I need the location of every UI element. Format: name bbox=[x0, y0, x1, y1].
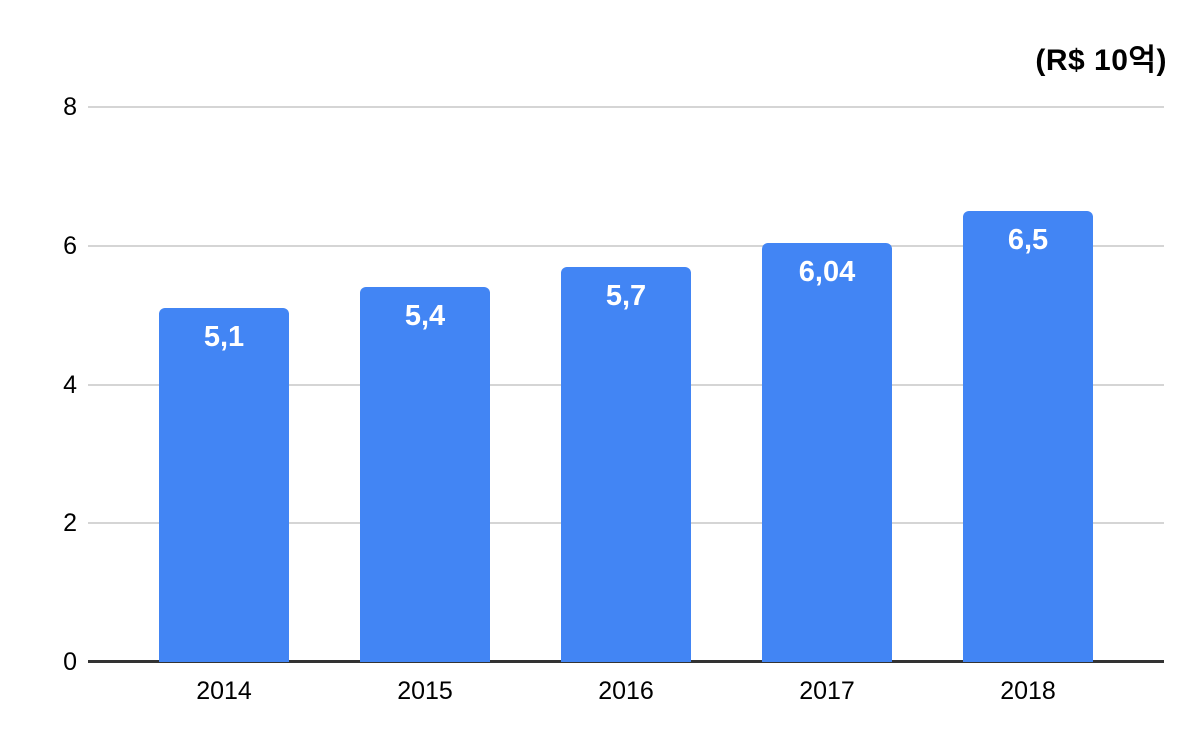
bar-2017 bbox=[762, 243, 892, 662]
gridline-6 bbox=[88, 245, 1164, 247]
y-tick-label-2: 2 bbox=[63, 509, 77, 537]
y-tick-label-6: 6 bbox=[63, 232, 77, 260]
bar-2018 bbox=[963, 211, 1093, 662]
bar-value-label-2016: 5,7 bbox=[605, 280, 647, 312]
chart-title: (R$ 10억) bbox=[1035, 44, 1167, 77]
bar-2016 bbox=[561, 267, 691, 662]
x-tick-label-2018: 2018 bbox=[1000, 677, 1056, 705]
x-tick-label-2016: 2016 bbox=[598, 677, 654, 705]
y-tick-label-4: 4 bbox=[63, 371, 77, 399]
y-tick-label-8: 8 bbox=[63, 93, 77, 121]
bar-value-label-2014: 5,1 bbox=[203, 321, 245, 353]
y-tick-label-0: 0 bbox=[63, 648, 77, 676]
bar-value-label-2017: 6,04 bbox=[798, 256, 856, 288]
x-tick-label-2015: 2015 bbox=[397, 677, 453, 705]
bar-value-label-2018: 6,5 bbox=[1007, 224, 1049, 256]
gridline-8 bbox=[88, 106, 1164, 108]
bar-2014 bbox=[159, 308, 289, 662]
x-tick-label-2017: 2017 bbox=[799, 677, 855, 705]
x-tick-label-2014: 2014 bbox=[196, 677, 252, 705]
bar-2015 bbox=[360, 287, 490, 662]
bar-value-label-2015: 5,4 bbox=[404, 300, 446, 332]
